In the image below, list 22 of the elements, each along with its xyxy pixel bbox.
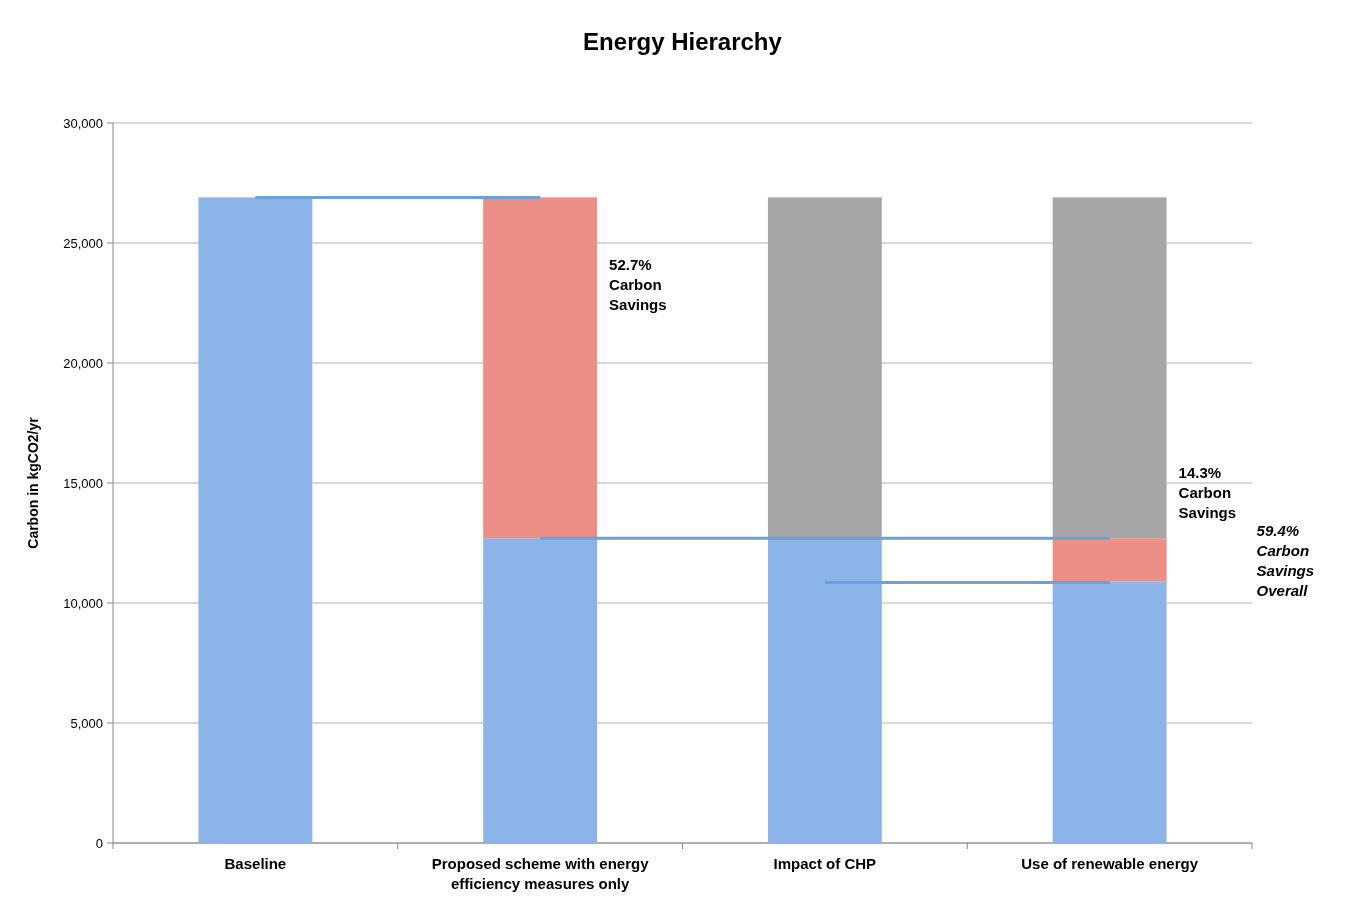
x-tick-label: Proposed scheme with energy efficiency measures only xyxy=(431,855,650,892)
chart-title: Energy Hierarchy xyxy=(583,28,783,55)
bar xyxy=(198,197,313,843)
y-tick-label: 5,000 xyxy=(70,715,103,731)
annotation: 14.3% Carbon Savings xyxy=(1178,464,1237,521)
annotation: 52.7% Carbon Savings xyxy=(609,256,667,313)
bar xyxy=(483,197,598,539)
y-tick-label: 0 xyxy=(95,835,103,851)
x-tick-label: Baseline xyxy=(224,855,287,872)
bar xyxy=(1052,538,1167,582)
text: 59.4% Carbon Savings Overall xyxy=(1256,522,1315,599)
y-tick-label: 25,000 xyxy=(63,235,103,251)
bar xyxy=(1052,581,1167,843)
bar xyxy=(483,538,598,843)
y-tick-label: 30,000 xyxy=(63,115,103,131)
bar xyxy=(767,538,882,843)
x-tick-label: Impact of CHP xyxy=(773,855,877,872)
x-tick-label: Use of renewable energy xyxy=(1021,855,1199,872)
y-tick-label: 10,000 xyxy=(63,595,103,611)
y-tick-label: 20,000 xyxy=(63,355,103,371)
y-tick-label: 15,000 xyxy=(63,475,103,491)
y-axis-title: Carbon in kgCO2/yr xyxy=(25,416,41,549)
